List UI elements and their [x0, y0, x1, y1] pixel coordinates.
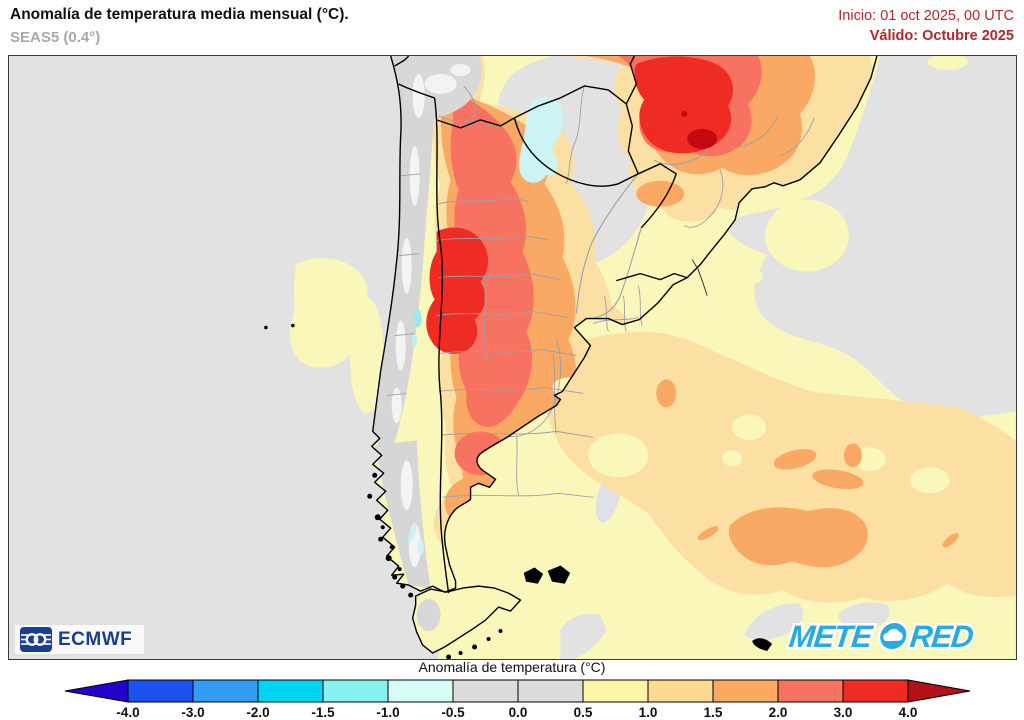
colorbar-tick-label: 0.0	[509, 705, 528, 720]
country-borders	[394, 56, 688, 594]
ecmwf-globe-icon	[20, 627, 52, 652]
valid-time-label: Válido: Octubre 2025	[869, 28, 1014, 44]
colorbar-segment	[712, 679, 779, 703]
meteored-text-right: RED	[908, 619, 975, 654]
province-borders	[386, 85, 815, 498]
colorbar-segment	[517, 679, 584, 703]
colorbar-segment	[452, 679, 519, 703]
colorbar-tick-label: -1.5	[311, 705, 335, 720]
colorbar-tick-label: -3.0	[181, 705, 204, 720]
colorbar-tick-label: -1.0	[376, 705, 399, 720]
colorbar-tick-label: 2.0	[769, 705, 788, 720]
colorbar-segment	[257, 679, 324, 703]
colorbar-segment	[777, 679, 844, 703]
model-subtitle: SEAS5 (0.4°)	[10, 29, 101, 46]
colorbar-segment	[127, 679, 194, 703]
colorbar-segment	[192, 679, 259, 703]
map-title: Anomalía de temperatura media mensual (°…	[10, 6, 349, 23]
ecmwf-logo: ECMWF	[14, 624, 146, 655]
islands-and-fjords	[264, 323, 773, 659]
colorbar-tick-label: 3.0	[834, 705, 853, 720]
meteored-o-cloud-icon	[877, 620, 909, 652]
colorbar-arrow-left	[64, 679, 129, 703]
colorbar-tick-label: 0.5	[574, 705, 593, 720]
colorbar-segment	[322, 679, 389, 703]
meteored-logo: METE RED	[785, 616, 1005, 659]
colorbar-tick-label: -0.5	[441, 705, 465, 720]
colorbar-label: Anomalía de temperatura (°C)	[418, 659, 606, 675]
init-time-label: Inicio: 01 oct 2025, 00 UTC	[838, 8, 1014, 24]
colorbar-segment	[842, 679, 909, 703]
colorbar-svg: -4.0 -3.0 -2.0 -1.5 -1.0 -0.5 0.0 0.5 1.0 1.5 2.0 3…	[64, 679, 971, 720]
ecmwf-logo-text: ECMWF	[58, 628, 133, 650]
colorbar-tick-label: 1.5	[704, 705, 723, 720]
colorbar-segment	[647, 679, 714, 703]
coastline	[371, 56, 878, 654]
colorbar-arrow-right	[907, 679, 971, 703]
colorbar-segment	[387, 679, 454, 703]
colorbar-tick-label: -4.0	[116, 705, 139, 720]
colorbar-tick-label: 1.0	[639, 705, 658, 720]
colorbar-tick-label: -2.0	[246, 705, 269, 720]
colorbar-tick-label: 4.0	[899, 705, 918, 720]
colorbar-segment	[582, 679, 649, 703]
meteored-text-left: METE	[787, 619, 875, 654]
anomaly-map-svg	[9, 56, 1016, 659]
map-frame: ECMWF METE RED	[8, 55, 1017, 660]
